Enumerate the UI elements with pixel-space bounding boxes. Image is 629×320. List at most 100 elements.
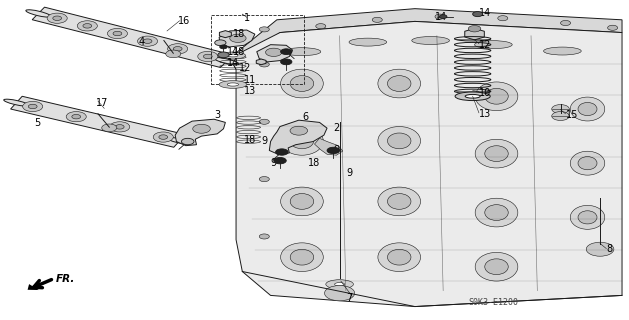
Ellipse shape	[543, 47, 581, 55]
Circle shape	[138, 36, 158, 46]
Text: 8: 8	[606, 244, 613, 254]
Ellipse shape	[571, 97, 604, 121]
Text: 9: 9	[346, 168, 352, 178]
Text: 5: 5	[34, 118, 40, 128]
Circle shape	[276, 149, 288, 155]
Polygon shape	[465, 28, 484, 40]
Text: 14: 14	[479, 8, 491, 19]
Text: 3: 3	[214, 110, 220, 120]
Text: 9: 9	[270, 158, 277, 168]
Circle shape	[281, 49, 292, 54]
Ellipse shape	[378, 187, 421, 216]
Ellipse shape	[571, 151, 604, 175]
Circle shape	[560, 20, 571, 26]
Text: 9: 9	[333, 145, 340, 155]
Ellipse shape	[387, 249, 411, 265]
Circle shape	[290, 126, 308, 135]
Circle shape	[53, 16, 62, 20]
Ellipse shape	[326, 280, 353, 289]
Circle shape	[498, 16, 508, 21]
Circle shape	[109, 122, 130, 132]
Ellipse shape	[485, 88, 508, 104]
Circle shape	[472, 12, 482, 17]
Text: 13: 13	[244, 86, 257, 97]
Circle shape	[192, 124, 210, 133]
Circle shape	[372, 17, 382, 22]
Ellipse shape	[335, 283, 345, 286]
Ellipse shape	[465, 94, 480, 98]
Circle shape	[325, 285, 355, 301]
Ellipse shape	[571, 205, 604, 229]
Circle shape	[108, 28, 128, 39]
Text: 13: 13	[479, 109, 491, 119]
Circle shape	[102, 124, 117, 132]
Ellipse shape	[412, 36, 450, 44]
Text: 4: 4	[139, 37, 145, 47]
Circle shape	[327, 147, 340, 154]
Circle shape	[198, 51, 218, 61]
Circle shape	[259, 119, 269, 124]
Ellipse shape	[387, 133, 411, 149]
Circle shape	[259, 234, 269, 239]
Ellipse shape	[475, 139, 518, 168]
Text: 12: 12	[239, 63, 252, 73]
Polygon shape	[175, 119, 225, 146]
Ellipse shape	[167, 137, 192, 144]
Ellipse shape	[378, 126, 421, 155]
Ellipse shape	[290, 76, 314, 92]
Circle shape	[173, 47, 182, 51]
Ellipse shape	[283, 48, 321, 56]
Circle shape	[586, 242, 614, 256]
Text: 7: 7	[346, 293, 352, 303]
Circle shape	[77, 21, 97, 31]
Circle shape	[214, 40, 226, 46]
Circle shape	[159, 135, 168, 139]
Circle shape	[66, 112, 86, 122]
Ellipse shape	[474, 41, 512, 49]
Circle shape	[28, 104, 37, 109]
Polygon shape	[28, 284, 39, 290]
Text: 6: 6	[302, 112, 308, 122]
Ellipse shape	[387, 194, 411, 209]
Polygon shape	[314, 138, 343, 155]
Ellipse shape	[475, 198, 518, 227]
Circle shape	[23, 101, 43, 112]
Circle shape	[115, 124, 124, 129]
Circle shape	[468, 26, 481, 32]
Circle shape	[153, 132, 173, 142]
Circle shape	[265, 48, 282, 56]
Polygon shape	[230, 21, 622, 307]
Ellipse shape	[349, 38, 387, 46]
Ellipse shape	[281, 243, 323, 271]
Ellipse shape	[290, 194, 314, 209]
Circle shape	[440, 15, 447, 19]
Ellipse shape	[455, 92, 490, 100]
Text: S0K3-E1200: S0K3-E1200	[468, 298, 518, 307]
Ellipse shape	[378, 243, 421, 271]
Polygon shape	[257, 45, 292, 62]
Circle shape	[608, 25, 618, 30]
Ellipse shape	[485, 205, 508, 220]
Circle shape	[218, 52, 229, 58]
Ellipse shape	[26, 10, 51, 17]
Circle shape	[83, 24, 92, 28]
Ellipse shape	[485, 259, 508, 275]
Circle shape	[259, 27, 269, 32]
Polygon shape	[219, 30, 255, 47]
Circle shape	[435, 14, 445, 19]
Ellipse shape	[227, 83, 238, 86]
Polygon shape	[32, 7, 233, 68]
Ellipse shape	[281, 187, 323, 216]
Polygon shape	[256, 59, 266, 65]
Circle shape	[220, 45, 227, 49]
Ellipse shape	[281, 126, 323, 155]
Circle shape	[47, 13, 67, 23]
Ellipse shape	[290, 249, 314, 265]
Polygon shape	[230, 9, 622, 69]
Text: 14: 14	[226, 58, 239, 68]
Ellipse shape	[214, 58, 239, 65]
Circle shape	[259, 62, 269, 67]
Ellipse shape	[228, 54, 238, 57]
Circle shape	[181, 138, 194, 145]
Ellipse shape	[4, 99, 29, 106]
